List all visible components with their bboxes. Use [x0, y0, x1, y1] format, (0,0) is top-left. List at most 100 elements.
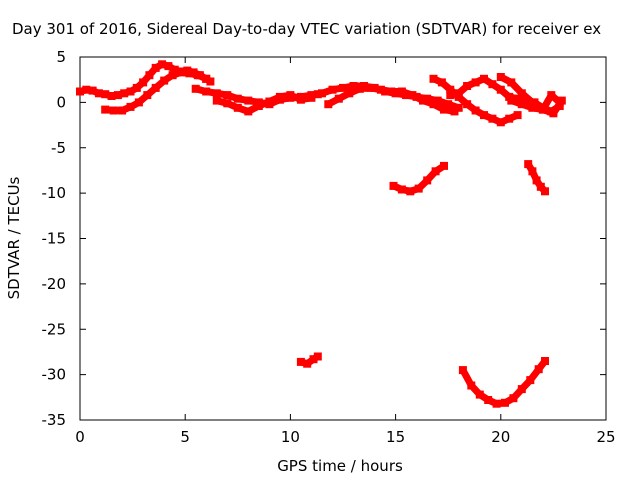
data-point [206, 77, 215, 86]
data-point [433, 96, 442, 105]
series-trace-main-f [324, 83, 459, 116]
data-point [513, 111, 522, 120]
data-point [244, 107, 253, 116]
data-point [107, 92, 116, 100]
data-point [513, 94, 522, 103]
data-point [303, 359, 312, 368]
data-point [446, 91, 455, 100]
data-point [423, 176, 432, 185]
data-point [444, 100, 453, 109]
series-trace-mid-b [524, 160, 549, 196]
y-tick-label: 0 [56, 93, 66, 111]
data-point [76, 87, 84, 96]
x-tick-label: 5 [180, 428, 190, 446]
data-series [76, 60, 566, 408]
data-point [429, 74, 438, 83]
data-point [440, 161, 448, 170]
data-point [164, 62, 173, 71]
series-trace-low-b [458, 357, 549, 408]
data-point [517, 89, 526, 98]
data-point [244, 96, 253, 105]
data-point [143, 91, 152, 100]
data-point [109, 106, 118, 115]
data-point [488, 114, 497, 123]
data-point [177, 68, 185, 77]
data-point [541, 187, 549, 196]
chart-title: Day 301 of 2016, Sidereal Day-to-day VTE… [12, 20, 601, 38]
data-point [475, 390, 484, 399]
data-point [185, 69, 194, 78]
data-point [126, 87, 135, 96]
data-point [101, 90, 110, 99]
data-point [463, 100, 472, 109]
data-point [440, 105, 448, 114]
x-axis-label: GPS time / hours [277, 457, 403, 475]
data-point [408, 91, 417, 100]
axis-ticks [79, 56, 607, 421]
data-point [376, 85, 385, 94]
data-point [313, 90, 322, 99]
x-tick-label: 15 [386, 428, 405, 446]
data-point [120, 89, 129, 98]
data-point [419, 96, 427, 105]
data-point [446, 85, 455, 94]
data-point [202, 74, 211, 83]
y-tick-label: 5 [56, 48, 66, 66]
data-point [212, 89, 221, 98]
data-point [366, 83, 375, 92]
data-point [318, 89, 326, 98]
data-point [113, 91, 122, 100]
data-point [223, 99, 232, 108]
x-tick-label: 20 [491, 428, 510, 446]
data-point [286, 91, 295, 100]
data-point [275, 92, 284, 101]
data-point [309, 355, 318, 364]
data-point [101, 105, 110, 114]
y-tick-label: -15 [42, 230, 67, 248]
data-point [431, 167, 440, 176]
data-point [82, 85, 91, 94]
data-point [233, 103, 242, 112]
data-point [307, 93, 316, 102]
data-point [467, 381, 476, 390]
data-point [233, 94, 242, 103]
data-point [134, 98, 143, 107]
data-point [528, 167, 537, 176]
data-point [501, 398, 509, 407]
y-tick-label: -35 [42, 411, 67, 429]
data-point [223, 91, 232, 100]
data-point [463, 82, 472, 90]
data-point [151, 63, 160, 72]
y-tick-label: -25 [42, 320, 67, 338]
series-trace-main-b [101, 68, 211, 115]
data-point [88, 86, 97, 95]
data-point [414, 184, 423, 193]
data-point [496, 118, 505, 127]
data-point [118, 106, 127, 115]
x-tick-label: 10 [281, 428, 300, 446]
data-point [450, 107, 459, 116]
data-point [517, 100, 526, 109]
data-point [193, 71, 202, 80]
data-point [265, 97, 274, 106]
data-point [507, 78, 516, 87]
data-point [496, 85, 505, 94]
series-line [213, 91, 315, 115]
data-point [387, 87, 396, 96]
data-point [132, 83, 141, 92]
data-point [471, 78, 480, 87]
data-point [484, 396, 493, 404]
data-point [328, 85, 337, 94]
data-point [437, 78, 446, 87]
data-point [524, 160, 533, 169]
data-point [454, 103, 463, 112]
y-axis-label: SDTVAR / TECUs [5, 176, 23, 299]
data-point [480, 74, 488, 83]
data-point [454, 89, 463, 98]
data-point [488, 80, 497, 89]
data-point [160, 76, 169, 85]
y-tick-label: -20 [42, 275, 67, 293]
data-point [541, 357, 549, 365]
